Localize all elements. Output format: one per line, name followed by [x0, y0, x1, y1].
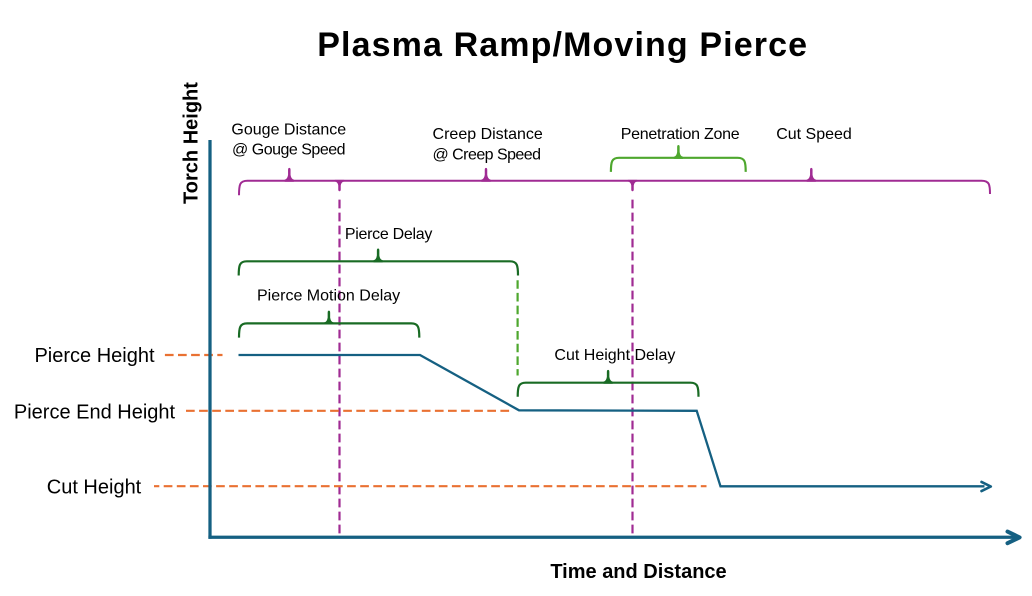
svg-text:Pierce Motion Delay: Pierce Motion Delay: [257, 288, 400, 305]
svg-text:Pierce Delay: Pierce Delay: [345, 226, 433, 243]
svg-text:@ Gouge Speed: @ Gouge Speed: [232, 141, 346, 158]
svg-text:Cut Height: Cut Height: [47, 477, 142, 499]
svg-text:Creep Distance: Creep Distance: [433, 126, 543, 143]
svg-text:Time and Distance: Time and Distance: [550, 561, 726, 583]
svg-text:Cut Height Delay: Cut Height Delay: [554, 347, 675, 364]
svg-text:Pierce End Height: Pierce End Height: [14, 401, 176, 423]
svg-text:Gouge Distance: Gouge Distance: [231, 121, 346, 138]
svg-text:Cut Speed: Cut Speed: [776, 126, 852, 143]
svg-text:@ Creep Speed: @ Creep Speed: [433, 146, 542, 163]
svg-text:Pierce Height: Pierce Height: [34, 345, 155, 367]
svg-text:Plasma Ramp/Moving Pierce: Plasma Ramp/Moving Pierce: [317, 26, 808, 64]
svg-text:Penetration Zone: Penetration Zone: [621, 126, 740, 143]
svg-text:Torch Height: Torch Height: [181, 82, 203, 204]
